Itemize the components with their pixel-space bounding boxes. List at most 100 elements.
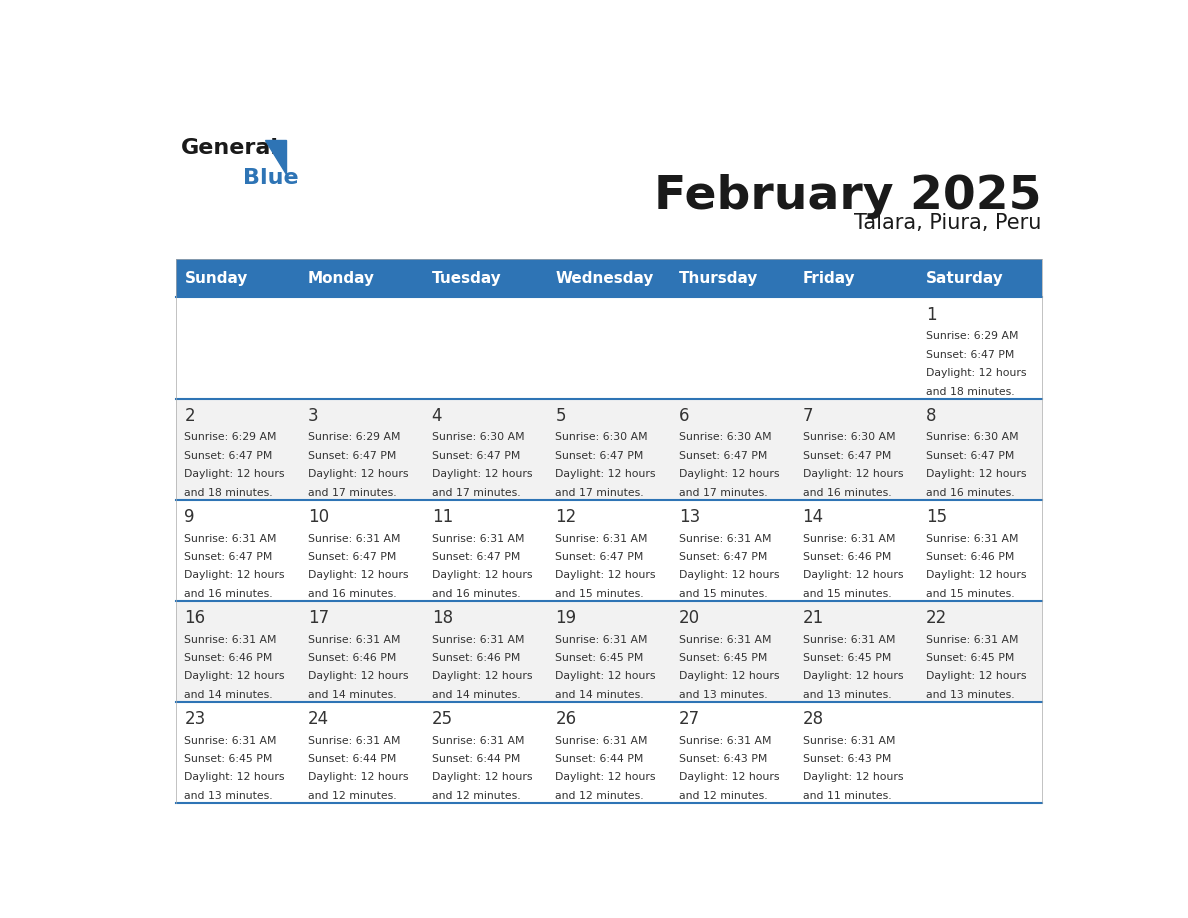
Text: and 13 minutes.: and 13 minutes. (184, 791, 273, 800)
Text: Talara, Piura, Peru: Talara, Piura, Peru (854, 213, 1042, 232)
Text: 1: 1 (927, 306, 937, 324)
Text: Sunrise: 6:30 AM: Sunrise: 6:30 AM (431, 432, 524, 442)
Bar (423, 297, 546, 398)
Text: General: General (181, 139, 279, 159)
Text: Daylight: 12 hours: Daylight: 12 hours (308, 671, 409, 681)
Text: Sunrise: 6:31 AM: Sunrise: 6:31 AM (184, 735, 277, 745)
Bar (299, 398, 423, 499)
Polygon shape (265, 140, 285, 174)
Text: Sunrise: 6:29 AM: Sunrise: 6:29 AM (184, 432, 277, 442)
Text: and 12 minutes.: and 12 minutes. (555, 791, 644, 800)
Text: 24: 24 (308, 711, 329, 728)
Bar (299, 600, 423, 701)
Text: 7: 7 (803, 407, 813, 425)
Text: Sunset: 6:47 PM: Sunset: 6:47 PM (431, 552, 520, 562)
Bar (299, 297, 423, 398)
Text: 9: 9 (184, 509, 195, 526)
Text: Blue: Blue (244, 168, 299, 188)
Text: Sunset: 6:46 PM: Sunset: 6:46 PM (927, 552, 1015, 562)
Text: Sunset: 6:45 PM: Sunset: 6:45 PM (927, 653, 1015, 663)
Text: Tuesday: Tuesday (431, 271, 501, 285)
Text: and 17 minutes.: and 17 minutes. (431, 487, 520, 498)
Text: 13: 13 (680, 509, 700, 526)
Text: 18: 18 (431, 610, 453, 627)
Text: Daylight: 12 hours: Daylight: 12 hours (431, 469, 532, 479)
Text: Sunset: 6:47 PM: Sunset: 6:47 PM (431, 451, 520, 461)
Text: Sunset: 6:44 PM: Sunset: 6:44 PM (555, 754, 644, 764)
Text: 5: 5 (555, 407, 565, 425)
Text: Daylight: 12 hours: Daylight: 12 hours (555, 671, 656, 681)
Text: 11: 11 (431, 509, 453, 526)
Bar (546, 297, 671, 398)
Bar (671, 499, 795, 600)
Text: 27: 27 (680, 711, 700, 728)
Text: Sunset: 6:47 PM: Sunset: 6:47 PM (680, 451, 767, 461)
Text: Sunset: 6:43 PM: Sunset: 6:43 PM (803, 754, 891, 764)
Bar (546, 600, 671, 701)
Text: Sunrise: 6:30 AM: Sunrise: 6:30 AM (927, 432, 1019, 442)
Text: 3: 3 (308, 407, 318, 425)
Text: Sunset: 6:45 PM: Sunset: 6:45 PM (184, 754, 273, 764)
Text: Sunrise: 6:31 AM: Sunrise: 6:31 AM (680, 735, 771, 745)
Text: Daylight: 12 hours: Daylight: 12 hours (555, 772, 656, 782)
Bar (918, 701, 1042, 803)
Text: Daylight: 12 hours: Daylight: 12 hours (680, 469, 779, 479)
Text: Daylight: 12 hours: Daylight: 12 hours (184, 671, 285, 681)
Text: and 15 minutes.: and 15 minutes. (680, 588, 767, 599)
Bar (795, 701, 918, 803)
Text: 26: 26 (555, 711, 576, 728)
Bar (176, 499, 299, 600)
Text: Daylight: 12 hours: Daylight: 12 hours (431, 772, 532, 782)
Text: and 15 minutes.: and 15 minutes. (803, 588, 891, 599)
Bar (918, 499, 1042, 600)
Bar (423, 398, 546, 499)
Text: and 17 minutes.: and 17 minutes. (555, 487, 644, 498)
Text: Thursday: Thursday (680, 271, 758, 285)
Text: Daylight: 12 hours: Daylight: 12 hours (308, 570, 409, 580)
Text: Sunset: 6:46 PM: Sunset: 6:46 PM (431, 653, 520, 663)
Text: 14: 14 (803, 509, 823, 526)
Text: and 16 minutes.: and 16 minutes. (184, 588, 273, 599)
Text: Daylight: 12 hours: Daylight: 12 hours (308, 469, 409, 479)
Text: Sunrise: 6:31 AM: Sunrise: 6:31 AM (927, 634, 1019, 644)
Bar (795, 398, 918, 499)
Text: Sunset: 6:44 PM: Sunset: 6:44 PM (308, 754, 397, 764)
Text: Daylight: 12 hours: Daylight: 12 hours (431, 570, 532, 580)
Text: Sunset: 6:47 PM: Sunset: 6:47 PM (555, 552, 644, 562)
Text: Sunrise: 6:31 AM: Sunrise: 6:31 AM (184, 533, 277, 543)
Bar (176, 701, 299, 803)
Bar (671, 398, 795, 499)
Text: Sunrise: 6:29 AM: Sunrise: 6:29 AM (308, 432, 400, 442)
Text: Sunday: Sunday (184, 271, 248, 285)
Bar (546, 701, 671, 803)
Text: Sunrise: 6:31 AM: Sunrise: 6:31 AM (431, 533, 524, 543)
Text: and 14 minutes.: and 14 minutes. (184, 689, 273, 700)
Text: 21: 21 (803, 610, 823, 627)
Text: 25: 25 (431, 711, 453, 728)
Text: and 15 minutes.: and 15 minutes. (927, 588, 1015, 599)
Text: Sunrise: 6:29 AM: Sunrise: 6:29 AM (927, 331, 1019, 341)
Text: Sunrise: 6:31 AM: Sunrise: 6:31 AM (803, 533, 895, 543)
Text: Daylight: 12 hours: Daylight: 12 hours (927, 368, 1026, 378)
Bar (176, 600, 299, 701)
Bar (176, 259, 1042, 297)
Text: Daylight: 12 hours: Daylight: 12 hours (184, 570, 285, 580)
Text: Sunrise: 6:30 AM: Sunrise: 6:30 AM (803, 432, 896, 442)
Text: Sunset: 6:47 PM: Sunset: 6:47 PM (555, 451, 644, 461)
Text: Sunrise: 6:31 AM: Sunrise: 6:31 AM (308, 533, 400, 543)
Text: Friday: Friday (803, 271, 855, 285)
Text: Sunset: 6:45 PM: Sunset: 6:45 PM (680, 653, 767, 663)
Text: Daylight: 12 hours: Daylight: 12 hours (555, 469, 656, 479)
Text: Sunset: 6:47 PM: Sunset: 6:47 PM (927, 350, 1015, 360)
Text: and 12 minutes.: and 12 minutes. (431, 791, 520, 800)
Bar (423, 499, 546, 600)
Text: 19: 19 (555, 610, 576, 627)
Text: Sunrise: 6:30 AM: Sunrise: 6:30 AM (680, 432, 771, 442)
Text: Saturday: Saturday (927, 271, 1004, 285)
Text: and 16 minutes.: and 16 minutes. (308, 588, 397, 599)
Text: and 13 minutes.: and 13 minutes. (803, 689, 891, 700)
Bar (546, 499, 671, 600)
Text: Daylight: 12 hours: Daylight: 12 hours (555, 570, 656, 580)
Text: Sunset: 6:46 PM: Sunset: 6:46 PM (308, 653, 397, 663)
Text: Sunset: 6:47 PM: Sunset: 6:47 PM (184, 451, 273, 461)
